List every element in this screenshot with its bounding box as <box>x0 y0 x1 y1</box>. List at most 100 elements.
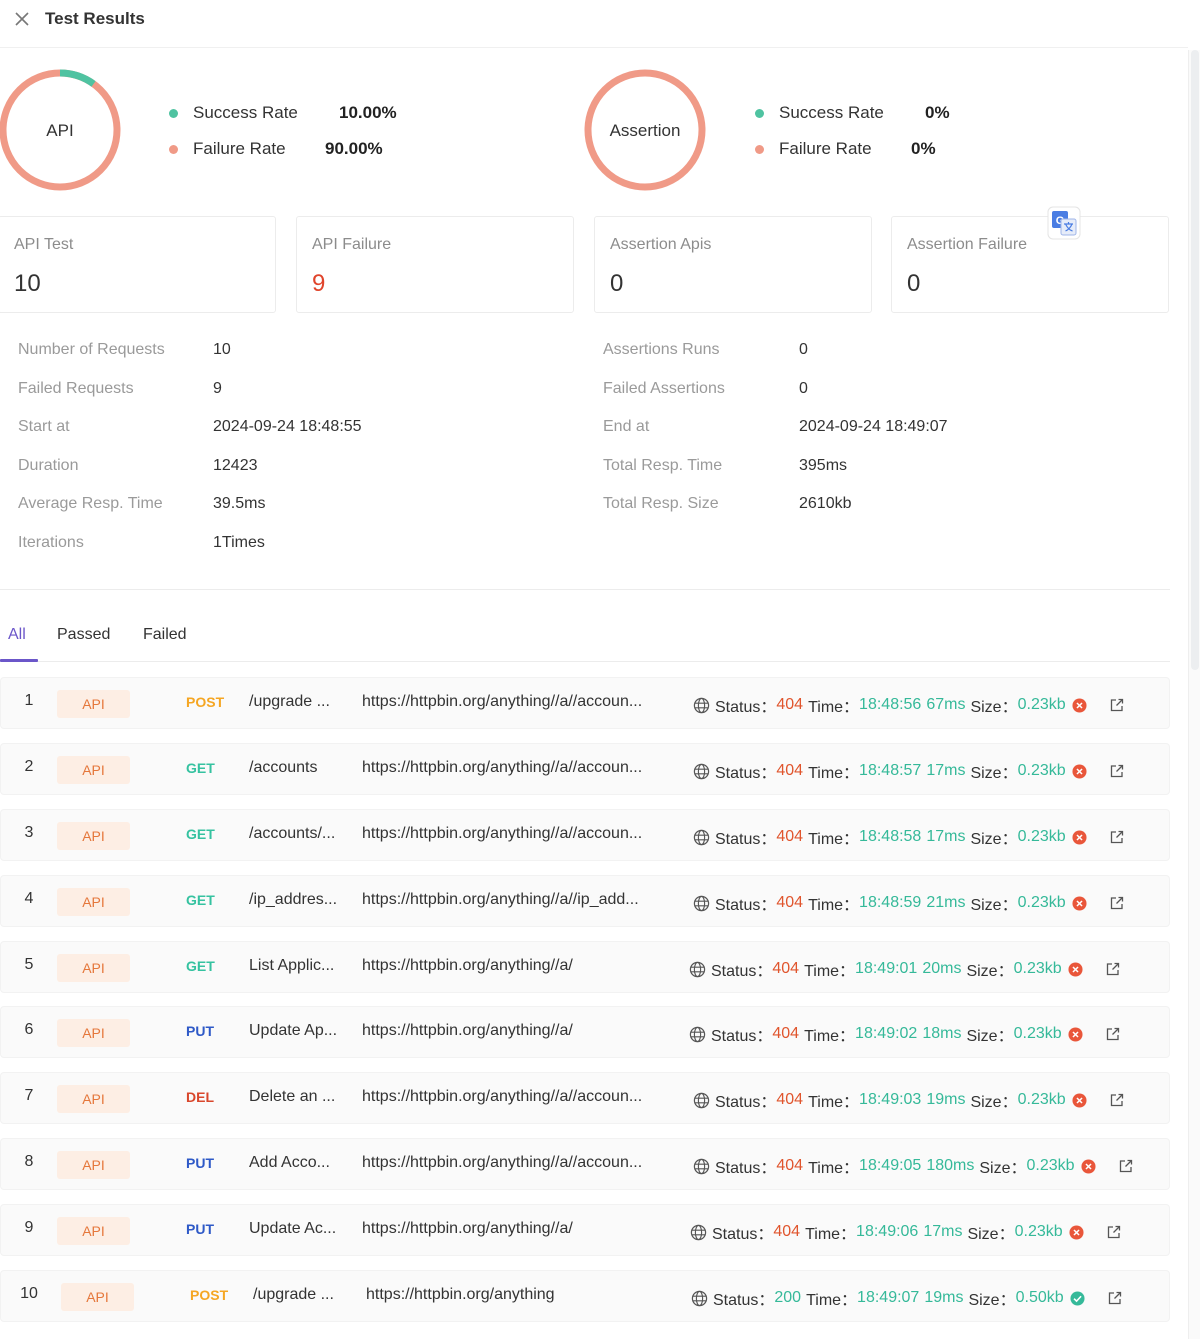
row-index: 5 <box>24 956 34 973</box>
size-label: Size： <box>966 963 1014 980</box>
open-detail-icon[interactable] <box>1105 1026 1121 1042</box>
result-row[interactable]: 3 API GET/accounts/... https://httpbin.org/… <box>0 809 1170 861</box>
status-code: 404 <box>772 960 800 977</box>
request-time: 18:49:06 <box>856 1223 919 1240</box>
size-label: Size： <box>970 699 1018 716</box>
open-detail-icon[interactable] <box>1109 697 1125 713</box>
row-index: 3 <box>24 824 34 841</box>
scrollbar[interactable] <box>1188 50 1200 1339</box>
api-success-legend: Success Rate <box>169 103 298 123</box>
result-row[interactable]: 10 API POST/upgrade ... https://httpbin.org… <box>0 1270 1170 1322</box>
request-time: 18:49:03 <box>859 1091 922 1108</box>
size-label: Size： <box>966 1028 1014 1045</box>
http-method: GET <box>186 892 215 908</box>
failure-dot <box>169 144 178 154</box>
tab-all[interactable]: All <box>8 626 26 643</box>
response-size: 0.23kb <box>1017 894 1066 911</box>
request-url: https://httpbin.org/anything//a/ <box>362 1220 573 1237</box>
scrollbar-thumb[interactable] <box>1191 50 1199 670</box>
globe-icon <box>691 1290 708 1306</box>
row-index: 10 <box>20 1285 38 1302</box>
open-detail-icon[interactable] <box>1109 895 1125 911</box>
request-time: 18:49:01 <box>855 960 918 977</box>
assertion-donut-failure-arc <box>584 69 706 191</box>
request-url: https://httpbin.org/anything//a//ip_add.… <box>362 891 639 908</box>
open-detail-icon[interactable] <box>1107 1290 1123 1306</box>
info-value: 9 <box>213 380 222 397</box>
error-x-icon <box>1072 763 1087 779</box>
response-meta: Status： 404 Time： 18:48:58 17ms Size： 0.23kb <box>693 825 1125 849</box>
open-detail-icon[interactable] <box>1109 763 1125 779</box>
time-label: Time： <box>808 1094 860 1111</box>
success-dot <box>755 108 764 118</box>
request-duration: 17ms <box>923 1223 963 1240</box>
http-method: PUT <box>186 1023 214 1039</box>
time-label: Time： <box>808 699 860 716</box>
request-duration: 20ms <box>922 960 962 977</box>
request-duration: 17ms <box>926 828 966 845</box>
result-row[interactable]: 4 API GET/ip_addres... https://httpbin.org/… <box>0 875 1170 927</box>
close-icon[interactable] <box>14 11 30 27</box>
result-row[interactable]: 5 API GET List Applic... https://httpbin.org… <box>0 941 1170 993</box>
stat-value: 0 <box>907 270 921 297</box>
request-time: 18:48:56 <box>859 696 922 713</box>
http-method: POST <box>186 694 225 710</box>
error-x-icon <box>1072 829 1087 845</box>
time-label: Time： <box>804 1028 856 1045</box>
error-x-icon <box>1068 961 1083 977</box>
api-type-badge: API <box>57 690 130 718</box>
assertion-failure-legend: Failure Rate <box>755 139 872 159</box>
request-name: /ip_addres... <box>249 891 338 908</box>
open-detail-icon[interactable] <box>1118 1158 1134 1174</box>
time-label: Time： <box>806 1292 858 1309</box>
assertion-success-legend: Success Rate <box>755 103 884 123</box>
api-donut-label: API <box>46 121 74 140</box>
result-row[interactable]: 2 API GET/accounts https://httpbin.org/anyt… <box>0 743 1170 795</box>
request-name: Add Acco... <box>249 1154 330 1171</box>
section-divider <box>0 589 1170 590</box>
status-label: Status： <box>715 699 777 716</box>
time-label: Time： <box>808 765 860 782</box>
http-method: PUT <box>186 1155 214 1171</box>
response-size: 0.23kb <box>1026 1157 1075 1174</box>
result-row[interactable]: 1 API POST/upgrade ... https://httpbin.org/… <box>0 677 1170 729</box>
open-detail-icon[interactable] <box>1109 1092 1125 1108</box>
globe-icon <box>689 961 706 977</box>
result-row[interactable]: 7 API DEL Delete an ... https://httpbin.org/… <box>0 1072 1170 1124</box>
result-row[interactable]: 6 API PUT Update Ap... https://httpbin.org/a… <box>0 1006 1170 1058</box>
tab-failed[interactable]: Failed <box>143 626 187 643</box>
http-method: GET <box>186 958 215 974</box>
request-name: /upgrade ... <box>253 1286 334 1303</box>
open-detail-icon[interactable] <box>1109 829 1125 845</box>
row-index: 9 <box>24 1219 34 1236</box>
request-url: https://httpbin.org/anything//a//accoun.… <box>362 1154 643 1171</box>
globe-icon <box>689 1026 706 1042</box>
row-index: 8 <box>24 1153 34 1170</box>
api-success-label: Success Rate <box>193 103 298 122</box>
status-label: Status： <box>712 1226 774 1243</box>
status-label: Status： <box>715 765 777 782</box>
api-donut-success-arc <box>0 69 121 191</box>
size-label: Size： <box>979 1160 1027 1177</box>
info-label: Start at <box>18 418 70 435</box>
request-url: https://httpbin.org/anything//a/ <box>362 1022 573 1039</box>
result-row[interactable]: 8 API PUT Add Acco... https://httpbin.org/an… <box>0 1138 1170 1190</box>
response-meta: Status： 404 Time： 18:49:02 18ms Size： 0.23kb <box>689 1022 1121 1046</box>
info-label: Failed Requests <box>18 380 134 397</box>
tab-passed[interactable]: Passed <box>57 626 111 643</box>
info-label: Failed Assertions <box>603 380 725 397</box>
translate-icon[interactable]: G <box>1047 206 1081 240</box>
globe-icon <box>693 895 710 911</box>
api-type-badge: API <box>57 1019 130 1047</box>
response-size: 0.23kb <box>1013 1025 1062 1042</box>
open-detail-icon[interactable] <box>1106 1224 1122 1240</box>
api-failure-value: 90.00% <box>325 139 383 158</box>
request-name: Update Ac... <box>249 1220 337 1237</box>
error-x-icon <box>1068 1026 1083 1042</box>
info-label: Number of Requests <box>18 341 165 358</box>
open-detail-icon[interactable] <box>1105 961 1121 977</box>
result-row[interactable]: 9 API PUT Update Ac... https://httpbin.org/a… <box>0 1204 1170 1256</box>
stat-card-assertion-failure: Assertion Failure 0 <box>891 216 1169 313</box>
error-x-icon <box>1072 697 1087 713</box>
globe-icon <box>693 829 710 845</box>
